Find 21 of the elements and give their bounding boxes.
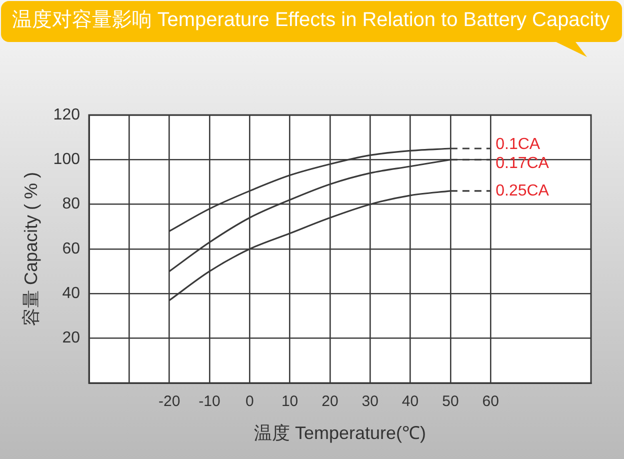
x-tick-label: 60 [482,393,499,410]
x-tick-label: -20 [158,393,180,410]
x-tick-label: 20 [322,393,338,410]
y-tick-label: 100 [53,151,80,168]
x-tick-label: 30 [362,393,378,410]
x-tick-label: 0 [245,393,254,410]
y-tick-label: 80 [62,196,80,213]
y-axis-title: 容量 Capacity ( % ) [20,172,41,326]
x-tick-label: 50 [442,393,459,410]
x-tick-label: 40 [402,393,419,410]
chart-title: 温度对容量影响 Temperature Effects in Relation to Battery Capacity [12,9,610,31]
text: 0.17CA [496,154,550,172]
text: 0.1CA [496,136,540,153]
y-tick-label: 20 [62,330,80,347]
x-axis-title: 温度 Temperature(℃) [254,423,426,444]
text: 0.25CA [496,182,550,200]
x-tick-label: 10 [281,393,298,410]
y-tick-label: 40 [62,285,80,302]
y-tick-label: 120 [53,106,80,124]
x-tick-label: -10 [198,393,220,410]
y-tick-label: 60 [62,240,80,258]
